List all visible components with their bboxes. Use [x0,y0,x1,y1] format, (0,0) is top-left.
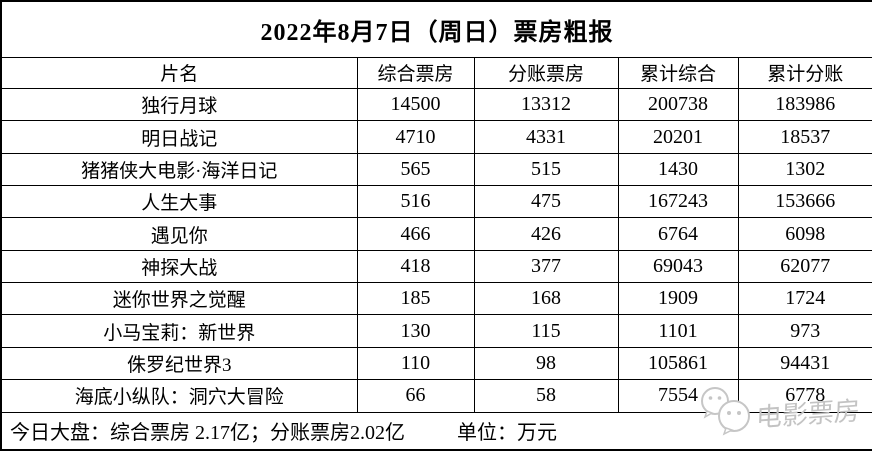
movie-name-cell: 独行月球 [0,87,358,122]
daily-split-cell: 115 [473,314,619,348]
col-header-cum-split: 累计分账 [737,56,872,89]
daily-gross-cell: 130 [356,314,475,348]
header-row: 片名 综合票房 分账票房 累计综合 累计分账 [0,56,872,89]
daily-split-cell: 58 [473,379,619,413]
movie-name-cell: 明日战记 [0,120,358,154]
cum-gross-cell: 69043 [617,249,739,284]
cum-split-cell: 94431 [737,346,872,381]
daily-gross-cell: 14500 [356,87,475,122]
movie-name-cell: 猪猪侠大电影·海洋日记 [0,152,358,187]
unit-text: 单位：万元 [457,422,557,445]
daily-gross-cell: 4710 [356,120,475,154]
movie-name-cell: 神探大战 [0,249,358,284]
watermark: 电影票房 [696,384,860,441]
table-row: 遇见你 466 426 6764 6098 [0,217,872,251]
cum-split-cell: 1302 [737,152,872,187]
movie-name-cell: 人生大事 [0,185,358,219]
daily-split-cell: 13312 [473,87,619,122]
daily-split-cell: 4331 [473,120,619,154]
table-row: 神探大战 418 377 69043 62077 [0,249,872,284]
chat-bubbles-logo-icon [696,384,754,441]
cum-split-cell: 183986 [737,87,872,122]
col-header-daily-gross: 综合票房 [356,56,475,89]
cum-split-cell: 18537 [737,120,872,154]
daily-split-cell: 515 [473,152,619,187]
cum-gross-cell: 167243 [617,185,739,219]
cum-split-cell: 62077 [737,249,872,284]
cum-gross-cell: 1909 [617,282,739,316]
table-row: 小马宝莉：新世界 130 115 1101 973 [0,314,872,348]
cum-gross-cell: 200738 [617,87,739,122]
cum-split-cell: 153666 [737,185,872,219]
movie-name-cell: 遇见你 [0,217,358,251]
col-header-film-name: 片名 [0,56,358,89]
daily-gross-cell: 516 [356,185,475,219]
col-header-cum-gross: 累计综合 [617,56,739,89]
daily-split-cell: 426 [473,217,619,251]
col-header-daily-split: 分账票房 [473,56,619,89]
cum-split-cell: 6778 [737,379,872,413]
cum-gross-cell: 1101 [617,314,739,348]
table-row: 海底小纵队：洞穴大冒险 66 58 7554 6778 [0,379,872,413]
daily-gross-cell: 565 [356,152,475,187]
cum-gross-cell: 6764 [617,217,739,251]
movie-name-cell: 小马宝莉：新世界 [0,314,358,348]
cum-split-cell: 6098 [737,217,872,251]
cum-gross-cell: 1430 [617,152,739,187]
daily-split-cell: 377 [473,249,619,284]
table-row: 侏罗纪世界3 110 98 105861 94431 [0,346,872,381]
cum-split-cell: 1724 [737,282,872,316]
page-title: 2022年8月7日（周日）票房粗报 [0,0,872,58]
movie-name-cell: 侏罗纪世界3 [0,346,358,381]
daily-gross-cell: 66 [356,379,475,413]
daily-gross-cell: 418 [356,249,475,284]
cum-gross-cell: 20201 [617,120,739,154]
daily-split-cell: 168 [473,282,619,316]
daily-gross-cell: 185 [356,282,475,316]
daily-gross-cell: 466 [356,217,475,251]
movie-name-cell: 海底小纵队：洞穴大冒险 [0,379,358,413]
cum-gross-cell: 105861 [617,346,739,381]
daily-gross-cell: 110 [356,346,475,381]
watermark-text: 电影票房 [755,396,861,433]
daily-split-cell: 475 [473,185,619,219]
table-row: 人生大事 516 475 167243 153666 [0,185,872,219]
table-row: 猪猪侠大电影·海洋日记 565 515 1430 1302 [0,152,872,187]
table-row: 迷你世界之觉醒 185 168 1909 1724 [0,282,872,316]
table-row: 独行月球 14500 13312 200738 183986 [0,87,872,122]
daily-total-text: 今日大盘：综合票房 2.17亿；分账票房2.02亿 [10,422,405,445]
title-row: 2022年8月7日（周日）票房粗报 [0,0,872,58]
movie-name-cell: 迷你世界之觉醒 [0,282,358,316]
daily-split-cell: 98 [473,346,619,381]
cum-split-cell: 973 [737,314,872,348]
table-row: 明日战记 4710 4331 20201 18537 [0,120,872,154]
